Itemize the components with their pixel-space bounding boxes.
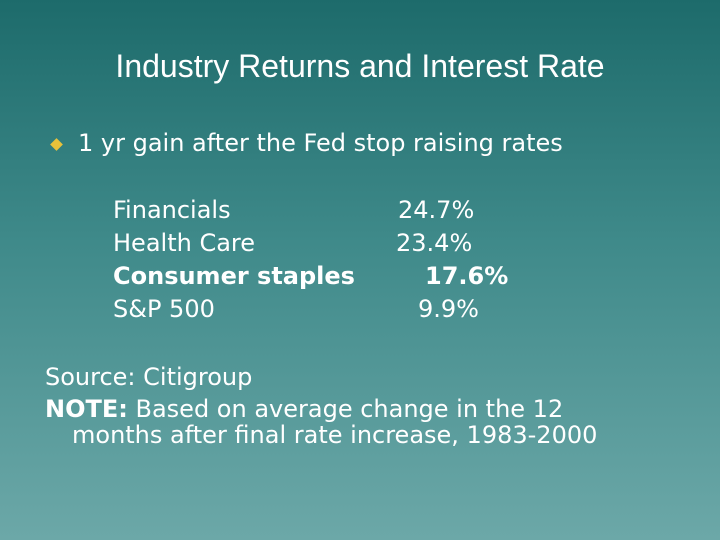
row-name: Financials — [113, 196, 231, 224]
source: Source: Citigroup — [45, 363, 253, 391]
row-value: 17.6% — [425, 262, 509, 290]
bullet-text: 1 yr gain after the Fed stop raising rat… — [78, 129, 563, 157]
row-name: S&P 500 — [113, 295, 215, 323]
note-label: NOTE: — [45, 395, 128, 423]
row-value: 9.9% — [418, 295, 479, 323]
bullet-icon — [50, 138, 63, 151]
slide-title: Industry Returns and Interest Rate — [115, 48, 605, 84]
row-value: 24.7% — [398, 196, 475, 224]
row-value: 23.4% — [396, 229, 473, 257]
row-name: Health Care — [113, 229, 256, 257]
note-text: Based on average change in the 12 months… — [72, 395, 598, 449]
note: NOTE: Based on average change in the 12 … — [45, 396, 660, 448]
row-name: Consumer staples — [113, 262, 355, 290]
